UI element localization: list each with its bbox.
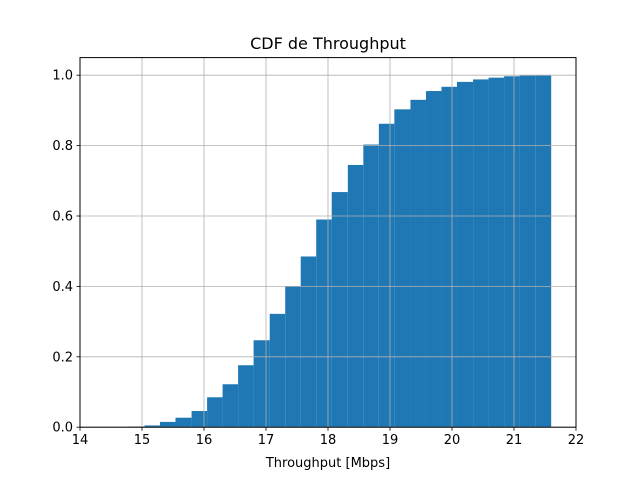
histogram-bar — [473, 79, 489, 428]
histogram-bar — [504, 76, 520, 428]
histogram-bar — [253, 340, 270, 428]
histogram-bar — [269, 313, 286, 428]
x-tick-label: 22 — [568, 433, 585, 448]
histogram-bar — [488, 77, 505, 428]
x-tick-label: 19 — [382, 433, 399, 448]
y-tick-label: 0.2 — [52, 350, 73, 365]
histogram-bar — [347, 164, 364, 428]
histogram-bar — [441, 86, 457, 428]
x-tick-label: 20 — [444, 433, 461, 448]
y-tick-label: 0.6 — [52, 210, 73, 225]
x-tick-label: 15 — [134, 433, 151, 448]
histogram-bar — [207, 397, 223, 428]
y-tick-label: 0.8 — [52, 139, 73, 154]
histogram-bar — [425, 91, 442, 428]
histogram-bar — [300, 256, 317, 428]
x-tick-label: 17 — [258, 433, 275, 448]
histogram-bar — [519, 75, 536, 428]
x-axis: 14 15 16 17 18 19 20 21 22 — [72, 427, 585, 448]
histogram-bar — [222, 384, 239, 428]
x-tick-label: 16 — [196, 433, 213, 448]
x-axis-title: Throughput [Mbps] — [265, 456, 390, 471]
histogram-bar — [144, 425, 160, 428]
chart-title: CDF de Throughput — [250, 34, 406, 53]
histogram-bar — [191, 411, 208, 428]
y-tick-label: 1.0 — [52, 69, 73, 84]
histogram-bar — [394, 109, 411, 428]
x-tick-label: 14 — [72, 433, 89, 448]
x-tick-label: 18 — [320, 433, 337, 448]
histogram-bar — [316, 219, 332, 428]
histogram-bar — [378, 123, 395, 428]
y-tick-label: 0.0 — [52, 421, 73, 436]
histogram-bar — [410, 99, 426, 428]
histogram-bar — [238, 365, 254, 428]
x-tick-label: 21 — [506, 433, 523, 448]
plot-area — [79, 57, 577, 428]
histogram-bar — [159, 421, 176, 428]
histogram-bar — [175, 417, 192, 428]
histogram-bar — [363, 144, 379, 428]
y-tick-label: 0.4 — [52, 280, 73, 295]
histogram-bar — [535, 75, 552, 428]
y-axis: 0.0 0.2 0.4 0.6 0.8 1.0 — [52, 69, 80, 436]
histogram-bar — [456, 81, 474, 428]
histogram-bar — [331, 192, 348, 428]
